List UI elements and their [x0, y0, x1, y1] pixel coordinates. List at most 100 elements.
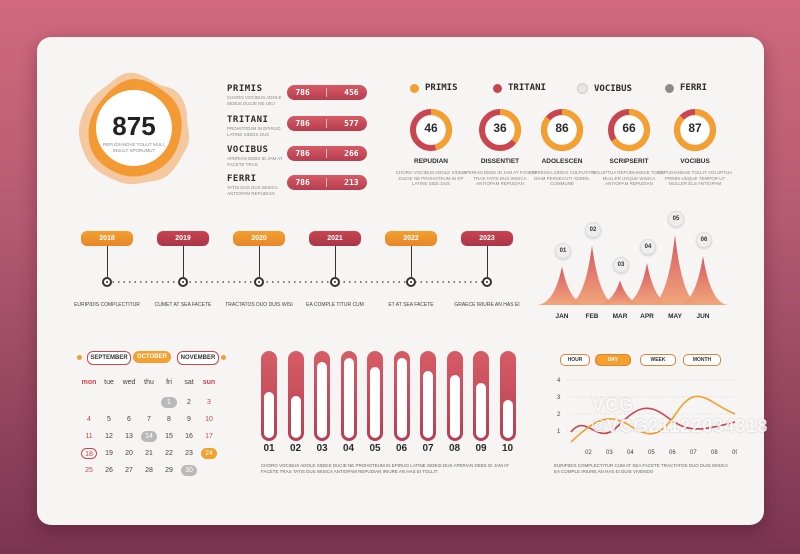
donut-arc [674, 109, 716, 151]
calendar-day[interactable]: 18 [81, 448, 97, 459]
calendar-header-mon: mon [81, 379, 97, 386]
calendar-day[interactable]: 19 [105, 450, 113, 457]
calendar-day[interactable]: 25 [85, 467, 93, 474]
calendar-day[interactable]: 10 [205, 416, 213, 423]
calendar-day[interactable]: 23 [185, 450, 193, 457]
x-tick: 05 [648, 450, 655, 456]
summary-blob [78, 72, 190, 185]
timeline-label: TRACTATOS DUO DUIS WISI [225, 302, 293, 308]
mountain-pin: 02 [585, 221, 601, 238]
stat-value-a: 786 [295, 119, 310, 128]
legend-tritani: TRITANI [493, 83, 546, 93]
calendar-day[interactable]: 4 [87, 416, 91, 423]
year-tab-2023[interactable]: 2023 [461, 231, 513, 246]
mountain-pin: 04 [640, 239, 656, 255]
calendar-next-icon[interactable] [221, 355, 226, 360]
calendar-header-fri: fri [166, 379, 172, 386]
calendar-header-thu: thu [144, 379, 154, 386]
calendar-day[interactable]: 21 [145, 450, 153, 457]
bar-03 [314, 351, 330, 441]
donut-2: 86 [540, 108, 584, 152]
bar-fill [290, 396, 301, 438]
calendar-day[interactable]: 5 [107, 416, 111, 423]
year-tab-2020[interactable]: 2020 [233, 231, 285, 246]
calendar-day[interactable]: 7 [147, 416, 151, 423]
calendar-header-tue: tue [104, 379, 114, 386]
range-tab-hour[interactable]: HOUR [560, 354, 590, 366]
calendar-day[interactable]: 3 [207, 399, 211, 406]
bar-fill [476, 383, 486, 438]
bar-07 [420, 351, 436, 441]
range-tab-week[interactable]: WEEK [640, 354, 676, 366]
calendar-day[interactable]: 1 [161, 397, 177, 408]
timeline-label: GRAECE IRIURE AN HAS EI [454, 302, 520, 308]
legend-label: TRITANI [508, 83, 546, 93]
timeline-stem [334, 246, 336, 277]
range-tab-day[interactable]: DAY [595, 354, 631, 366]
calendar-day[interactable]: 20 [125, 450, 133, 457]
year-tab-2019[interactable]: 2019 [157, 231, 209, 246]
donut-value: 46 [424, 121, 438, 135]
year-tab-2018[interactable]: 2018 [81, 231, 133, 246]
bar-fill [423, 371, 433, 438]
timeline-stem [258, 246, 260, 277]
calendar-day[interactable]: 26 [105, 467, 113, 474]
month-label-feb: FEB [585, 313, 599, 320]
legend-ferri: FERRI [665, 83, 707, 93]
calendar-day[interactable]: 2 [187, 399, 191, 406]
donut-4: 87 [673, 108, 717, 152]
calendar-prev-icon[interactable] [77, 355, 82, 360]
calendar-day[interactable]: 22 [165, 450, 173, 457]
timeline-node[interactable] [178, 277, 188, 287]
donut-value: 86 [555, 121, 569, 135]
stat-value-a: 786 [295, 149, 310, 158]
timeline-node[interactable] [254, 277, 264, 287]
bar-label: 05 [369, 443, 381, 454]
bar-fill [343, 358, 354, 438]
x-tick: 07 [690, 450, 697, 456]
month-september-button[interactable]: SEPTEMBER [87, 351, 131, 365]
range-tab-month[interactable]: MONTH [683, 354, 721, 366]
year-tab-2021[interactable]: 2021 [309, 231, 361, 246]
calendar-day[interactable]: 11 [85, 433, 93, 440]
calendar-day[interactable]: 12 [105, 433, 113, 440]
stat-value-b: 456 [344, 88, 359, 97]
y-tick: 3 [557, 395, 561, 401]
mountain-peak-5 [649, 235, 701, 305]
donut-0: 46 [409, 108, 453, 152]
calendar-day[interactable]: 14 [141, 431, 157, 442]
summary-desc-1: REPUDIANDAE TOLLIT MULI, [102, 142, 166, 147]
stat-desc: PROHOTEUM IN EPIRUO LATINE SIDEIS DUS [227, 126, 281, 137]
legend-label: VOCIBUS [594, 83, 632, 94]
bar-06 [393, 351, 410, 441]
calendar-day[interactable]: 28 [145, 467, 153, 474]
stat-pill: 786 456 [287, 85, 367, 100]
donut-desc: APERIAN DEBS ID JAM AT FACETE TRAS TATIS… [462, 170, 538, 186]
bar-label: 04 [342, 443, 355, 454]
timeline-node[interactable] [406, 277, 416, 287]
bar-10 [499, 351, 516, 441]
timeline-node[interactable] [102, 277, 112, 287]
legend-dot [665, 83, 674, 93]
calendar-day[interactable]: 8 [167, 416, 171, 423]
calendar-day[interactable]: 9 [187, 416, 191, 423]
calendar-day[interactable]: 29 [165, 467, 173, 474]
mountain-peak-6 [677, 256, 729, 305]
timeline-node[interactable] [330, 277, 340, 287]
month-november-button[interactable]: NOVEMBER [177, 351, 219, 365]
summary-widget: 875 REPUDIANDAE TOLLIT MULI, INSULT SPOR… [75, 69, 193, 187]
month-october-button[interactable]: OCTOBER [133, 351, 171, 363]
calendar-day[interactable]: 24 [201, 448, 217, 459]
year-tab-2022[interactable]: 2022 [385, 231, 437, 246]
calendar-day[interactable]: 6 [127, 416, 131, 423]
calendar-day[interactable]: 13 [125, 433, 133, 440]
calendar-day[interactable]: 27 [125, 467, 133, 474]
calendar-day[interactable]: 16 [185, 433, 193, 440]
mountain-pin: 03 [613, 256, 629, 273]
donut-title: VOCIBUS [680, 158, 710, 165]
bar-label: 09 [475, 443, 487, 454]
timeline-node[interactable] [482, 277, 492, 287]
calendar-day[interactable]: 15 [165, 433, 173, 440]
calendar-day[interactable]: 17 [205, 433, 213, 440]
calendar-day[interactable]: 30 [181, 465, 197, 476]
